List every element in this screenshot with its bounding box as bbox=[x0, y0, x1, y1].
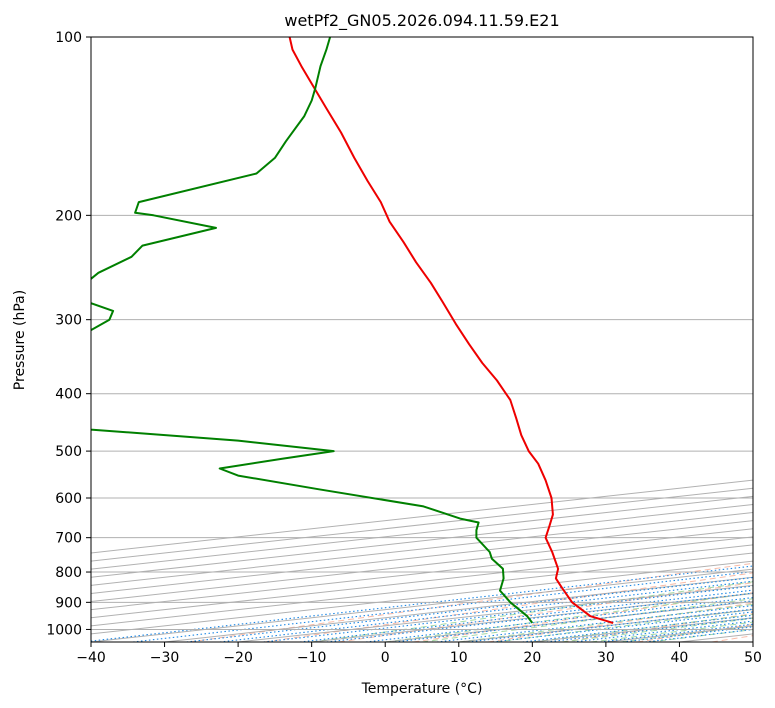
y-tick-label: 300 bbox=[55, 313, 82, 329]
y-axis: 100 200 300 400 500 600 700 800 900 1000 bbox=[46, 30, 91, 638]
y-tick-label: 100 bbox=[55, 30, 82, 46]
chart-title: wetPf2_GN05.2026.094.11.59.E21 bbox=[284, 11, 559, 31]
pressure-gridlines bbox=[91, 37, 753, 630]
isotherm-line bbox=[752, 641, 753, 642]
mixing-ratio-line bbox=[522, 614, 753, 642]
y-axis-label: Pressure (hPa) bbox=[12, 290, 28, 390]
x-tick-label: 10 bbox=[450, 650, 468, 666]
isotherm-line bbox=[91, 520, 753, 594]
isotherm-line bbox=[91, 495, 753, 570]
mixing-ratio-line bbox=[467, 608, 753, 642]
profile-lines bbox=[91, 37, 614, 624]
y-tick-label: 700 bbox=[55, 531, 82, 547]
y-tick-label: 200 bbox=[55, 208, 82, 224]
x-tick-label: 0 bbox=[381, 650, 390, 666]
mixing-ratio-line bbox=[91, 565, 753, 642]
temperature-line bbox=[288, 37, 614, 624]
y-tick-label: 400 bbox=[55, 387, 82, 403]
y-tick-label: 500 bbox=[55, 444, 82, 460]
x-tick-label: −10 bbox=[297, 650, 327, 666]
isotherm-line bbox=[91, 479, 753, 554]
moist-adiabat-line bbox=[421, 598, 753, 642]
isotherm-line bbox=[91, 536, 753, 611]
y-tick-label: 800 bbox=[55, 565, 82, 581]
x-tick-label: 20 bbox=[523, 650, 541, 666]
isotherm-line bbox=[91, 503, 753, 578]
x-tick-label: 50 bbox=[744, 650, 762, 666]
background-lines bbox=[91, 479, 753, 642]
isotherm-line bbox=[91, 512, 753, 586]
x-axis-label: Temperature (°C) bbox=[361, 681, 483, 697]
x-tick-label: −20 bbox=[223, 650, 253, 666]
x-tick-label: −40 bbox=[76, 650, 106, 666]
x-tick-label: −30 bbox=[150, 650, 180, 666]
plot-frame bbox=[90, 36, 754, 643]
mixing-ratio-line bbox=[492, 611, 753, 642]
x-tick-label: 30 bbox=[597, 650, 615, 666]
y-tick-label: 1000 bbox=[46, 622, 82, 638]
mixing-ratio-line bbox=[436, 605, 753, 642]
mixing-ratio-line bbox=[132, 570, 753, 642]
x-tick-label: 40 bbox=[671, 650, 689, 666]
plot-background bbox=[91, 37, 753, 642]
y-tick-label: 900 bbox=[55, 595, 82, 611]
isotherm-line bbox=[91, 487, 753, 562]
dewpoint-line bbox=[91, 37, 534, 624]
y-tick-label: 600 bbox=[55, 491, 82, 507]
x-axis: −40 −30 −20 −10 0 10 20 30 40 50 bbox=[76, 642, 762, 666]
isotherm-line bbox=[91, 528, 753, 603]
